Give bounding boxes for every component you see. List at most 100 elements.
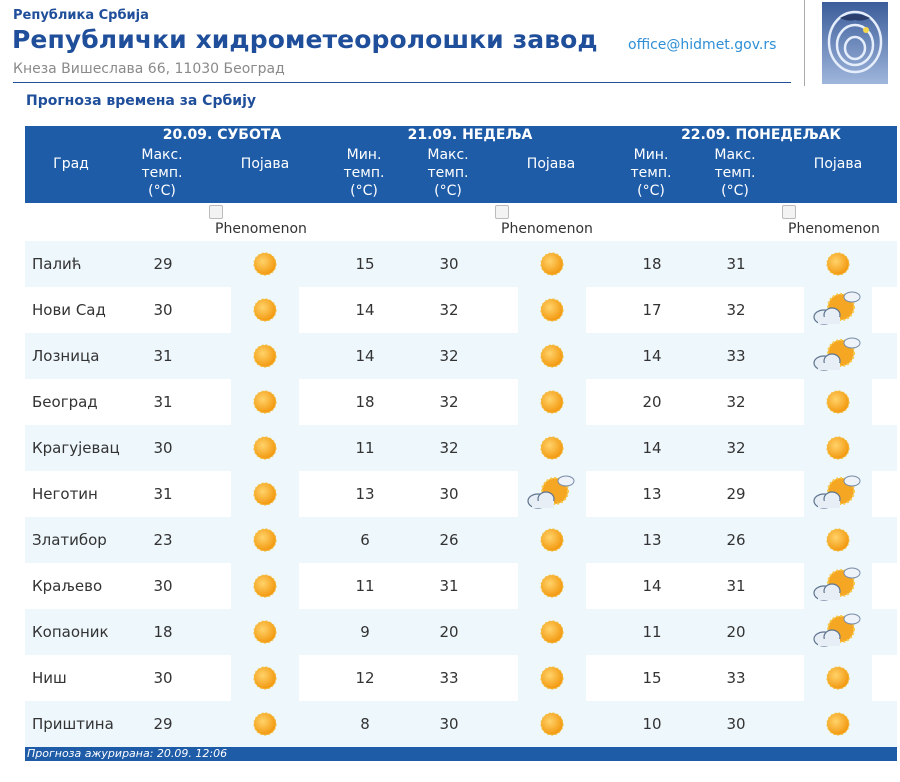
city-name: Неготин (32, 485, 98, 503)
d3-icon-cell (804, 655, 872, 701)
day-2-date: 21.09. НЕДЕЉА (407, 127, 533, 143)
d3-max-temp: 32 (726, 301, 746, 319)
sunny-icon (826, 436, 850, 460)
d2-icon-cell (518, 609, 586, 655)
sunny-icon (540, 666, 564, 690)
rhmz-logo-icon[interactable] (822, 2, 888, 84)
d2-min-temp: 8 (360, 715, 370, 733)
city-name: Копаоник (32, 623, 109, 641)
broken-image-icon (209, 205, 223, 219)
table-row: Копаоник 18 9 20 11 20 (25, 609, 897, 655)
d3-max-temp: 33 (726, 347, 746, 365)
d3-max-temp: 26 (726, 531, 746, 549)
d2-max-temp: 33 (439, 669, 459, 687)
d2-min-temp: 11 (355, 439, 375, 457)
city-name: Ниш (32, 669, 67, 687)
d2-min-temp: 6 (360, 531, 370, 549)
d3-icon-cell (804, 333, 872, 379)
city-name: Приштина (32, 715, 114, 733)
d2-icon-cell (518, 471, 586, 517)
d1-icon-cell (231, 655, 299, 701)
d3-icon-cell (804, 563, 872, 609)
d2-min-temp: 12 (355, 669, 375, 687)
d2-min-temp: 18 (355, 393, 375, 411)
d1-icon-cell (231, 379, 299, 425)
update-footer: Прогноза ажурирана: 20.09. 12:06 (25, 747, 897, 761)
d3-max-temp: 31 (726, 577, 746, 595)
forecast-table: Град 20.09. СУБОТА Макс. темп. (°C) Поја… (25, 126, 897, 747)
sunny-icon (540, 436, 564, 460)
d2-max-temp: 20 (439, 623, 459, 641)
d3-min-temp: 10 (642, 715, 662, 733)
sunny-icon (540, 252, 564, 276)
day-1-date: 20.09. СУБОТА (162, 127, 282, 143)
sunny-icon (540, 574, 564, 598)
partly-cloudy-icon (527, 475, 575, 509)
day-1-max-header: Макс. темп. (°C) (141, 147, 183, 199)
institution-title[interactable]: Републички хидрометеоролошки завод (12, 25, 598, 54)
d2-icon-cell (518, 701, 586, 747)
day-3-min-header: Мин. темп. (°C) (630, 147, 672, 199)
update-timestamp: Прогноза ажурирана: 20.09. 12:06 (27, 747, 228, 760)
phenomenon-image-day-3: Phenomenon (782, 205, 880, 237)
d3-min-temp: 14 (642, 347, 662, 365)
table-row: Златибор 23 6 26 13 26 (25, 517, 897, 563)
d3-min-temp: 17 (642, 301, 662, 319)
d2-min-temp: 11 (355, 577, 375, 595)
d2-max-temp: 30 (439, 715, 459, 733)
city-name: Нови Сад (32, 301, 106, 319)
d2-max-temp: 32 (439, 439, 459, 457)
sunny-icon (826, 252, 850, 276)
d3-min-temp: 13 (642, 485, 662, 503)
d1-icon-cell (231, 517, 299, 563)
partly-cloudy-icon (813, 337, 861, 371)
d1-max-temp: 30 (153, 577, 173, 595)
d2-icon-cell (518, 241, 586, 287)
sunny-icon (540, 390, 564, 414)
d1-icon-cell (231, 425, 299, 471)
sunny-icon (540, 528, 564, 552)
sunny-icon (826, 712, 850, 736)
partly-cloudy-icon (813, 613, 861, 647)
city-name: Краљево (32, 577, 103, 595)
email-link[interactable]: office@hidmet.gov.rs (628, 37, 777, 53)
d3-icon-cell (804, 517, 872, 563)
d1-max-temp: 29 (153, 255, 173, 273)
d3-min-temp: 20 (642, 393, 662, 411)
broken-image-icon (495, 205, 509, 219)
table-row: Приштина 29 8 30 10 30 (25, 701, 897, 747)
d2-max-temp: 26 (439, 531, 459, 549)
d3-max-temp: 20 (726, 623, 746, 641)
city-name: Палић (32, 255, 82, 273)
table-row: Ниш 30 12 33 15 33 (25, 655, 897, 701)
d1-max-temp: 31 (153, 393, 173, 411)
city-name: Лозница (32, 347, 100, 365)
day-3-max-header: Макс. темп. (°C) (714, 147, 756, 199)
d2-max-temp: 31 (439, 577, 459, 595)
phenomenon-legend-row: Phenomenon Phenomenon Phenomenon (25, 203, 897, 241)
partly-cloudy-icon (813, 291, 861, 325)
forecast-rows: Палић 29 15 30 18 31 Нови Сад 30 14 32 17 32 Лозница… (25, 241, 897, 747)
d2-min-temp: 13 (355, 485, 375, 503)
day-2-min-header: Мин. темп. (°C) (343, 147, 385, 199)
d1-icon-cell (231, 701, 299, 747)
d2-icon-cell (518, 287, 586, 333)
d3-min-temp: 11 (642, 623, 662, 641)
d2-min-temp: 9 (360, 623, 370, 641)
d2-icon-cell (518, 333, 586, 379)
d3-icon-cell (804, 471, 872, 517)
d3-max-temp: 31 (726, 255, 746, 273)
sunny-icon (253, 482, 277, 506)
d2-icon-cell (518, 563, 586, 609)
d1-max-temp: 31 (153, 347, 173, 365)
republic-label: Република Србија (13, 8, 149, 23)
d2-min-temp: 14 (355, 301, 375, 319)
d3-icon-cell (804, 425, 872, 471)
d1-max-temp: 18 (153, 623, 173, 641)
table-header: Град 20.09. СУБОТА Макс. темп. (°C) Поја… (25, 126, 897, 203)
d3-min-temp: 14 (642, 439, 662, 457)
partly-cloudy-icon (813, 475, 861, 509)
d1-max-temp: 30 (153, 301, 173, 319)
d2-icon-cell (518, 517, 586, 563)
table-row: Београд 31 18 32 20 32 (25, 379, 897, 425)
